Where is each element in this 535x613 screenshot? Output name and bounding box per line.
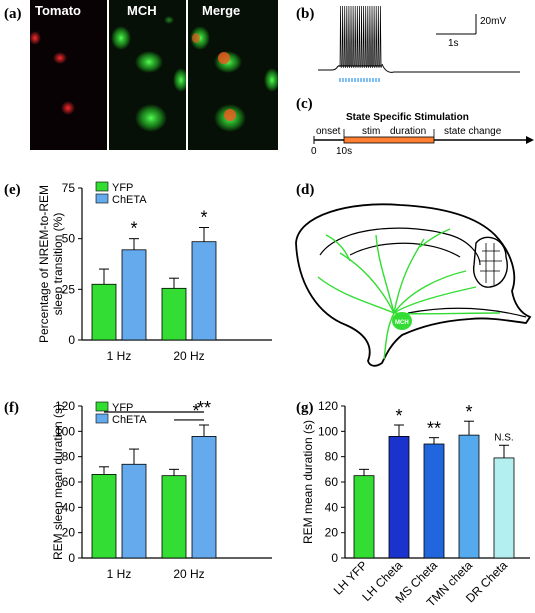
bar	[121, 463, 147, 559]
legend-swatch	[95, 181, 109, 192]
y-axis-label: REM sleep mean duration (s)	[51, 404, 65, 560]
bar	[388, 436, 410, 559]
tomato-image: Tomato	[30, 0, 107, 150]
x-tick-label: 20 Hz	[173, 349, 204, 363]
mch-nucleus	[392, 312, 412, 330]
bar	[191, 241, 217, 341]
legend-label: YFP	[112, 182, 133, 194]
x-tick-label: 1 Hz	[107, 349, 132, 363]
legend-label: YFP	[112, 402, 133, 414]
protocol-title: State Specific Stimulation	[346, 112, 469, 123]
y-axis-label: REM mean duration (s)	[301, 420, 315, 544]
scale-mv-label: 20mV	[480, 16, 506, 27]
bar	[458, 434, 480, 559]
bar	[161, 475, 187, 559]
x-tick-label: 20 Hz	[173, 567, 204, 581]
y-tick-label: 120	[55, 399, 75, 413]
significance-mark: *	[130, 219, 137, 239]
onset-label: onset	[316, 126, 341, 137]
y-tick-label: 20	[62, 526, 76, 540]
bar	[91, 474, 117, 559]
y-axis-label: sleep transition (%)	[51, 213, 65, 316]
significance-mark: *	[395, 406, 402, 426]
significance-mark: *	[465, 402, 472, 422]
bar	[423, 443, 445, 559]
y-tick-label: 75	[62, 181, 76, 195]
panel-label-b: (b)	[296, 6, 315, 22]
y-tick-label: 40	[325, 500, 339, 514]
y-tick-label: 60	[325, 475, 339, 489]
y-tick-label: 0	[68, 333, 75, 347]
merge-title: Merge	[202, 3, 241, 18]
chart-e: 0 25 50 75 Percentage of NREM-to-REM sleep tr…	[37, 181, 272, 363]
bar	[493, 457, 515, 559]
mch-image: MCH	[109, 0, 186, 150]
firing-trace: 20mV 1s	[318, 5, 520, 82]
significance-bracket-mark: **	[197, 398, 211, 418]
stim-bar	[343, 136, 435, 144]
significance-bracket-mark: *	[192, 401, 199, 421]
panel-label-d: (d)	[296, 182, 315, 198]
stim-label: stim	[362, 126, 380, 137]
y-tick-label: 100	[318, 424, 338, 438]
y-axis-label: Percentage of NREM-to-REM	[37, 185, 51, 343]
bar	[191, 436, 217, 559]
significance-mark: **	[427, 419, 441, 439]
spike-train	[339, 5, 382, 69]
legend-label: ChETA	[112, 414, 147, 426]
panel-label-f: (f)	[4, 400, 19, 416]
legend-swatch	[95, 401, 109, 412]
significance-mark: *	[200, 208, 207, 228]
state-change-label: state change	[444, 126, 502, 137]
y-tick-label: 20	[325, 526, 339, 540]
t0-label: 0	[311, 146, 317, 157]
scale-s-label: 1s	[448, 38, 459, 49]
bar	[161, 287, 187, 341]
significance-mark: N.S.	[494, 432, 513, 443]
bar	[353, 475, 375, 559]
mch-projections	[317, 228, 501, 360]
mch-nucleus-label: MCH	[395, 320, 409, 326]
panel-label-a: (a)	[4, 6, 22, 22]
panel-label-c: (c)	[296, 96, 313, 112]
panel-label-e: (e)	[4, 182, 21, 198]
brain-schematic: MCH	[295, 203, 532, 367]
y-tick-label: 40	[62, 500, 76, 514]
tomato-title: Tomato	[35, 3, 81, 18]
panel-label-g: (g)	[296, 400, 314, 416]
bar	[91, 283, 117, 341]
stimulation-protocol: State Specific Stimulation onset stim du…	[311, 112, 534, 157]
duration-label: duration	[390, 126, 426, 137]
y-tick-label: 120	[318, 399, 338, 413]
micrograph-strip: Tomato MCH Merge	[30, 0, 278, 150]
brain-outline	[295, 203, 532, 367]
t10-label: 10s	[336, 146, 352, 157]
merge-image: Merge	[188, 0, 278, 150]
y-tick-label: 100	[55, 424, 75, 438]
timeline-arrow	[526, 136, 534, 144]
y-tick-label: 50	[62, 232, 76, 246]
bar	[121, 249, 147, 341]
y-tick-label: 0	[68, 551, 75, 565]
y-tick-label: 0	[331, 551, 338, 565]
y-tick-label: 60	[62, 475, 76, 489]
stim-ticks	[339, 78, 380, 82]
y-tick-label: 80	[325, 450, 339, 464]
legend-label: ChETA	[112, 194, 147, 206]
x-tick-label: 1 Hz	[107, 567, 132, 581]
y-tick-label: 80	[62, 450, 76, 464]
y-tick-label: 25	[62, 282, 76, 296]
legend-swatch	[95, 193, 109, 204]
legend-swatch	[95, 413, 109, 424]
mch-title: MCH	[127, 3, 157, 18]
cerebellum	[473, 236, 508, 288]
trace-spikes	[339, 5, 382, 69]
